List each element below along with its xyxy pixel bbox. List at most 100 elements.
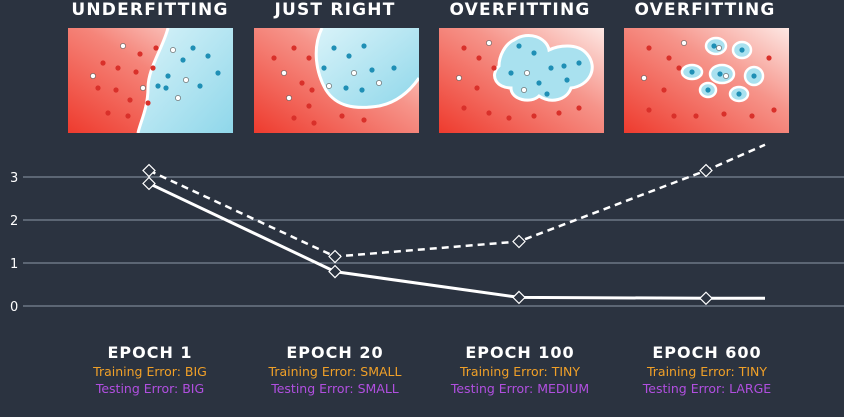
data-point [491,65,497,71]
data-point [544,91,550,97]
epoch-title: EPOCH 1 [107,343,193,362]
error-chart: 0 1 2 3 [10,143,844,315]
data-point [676,65,682,71]
testing-error-marker [142,163,156,178]
data-point [556,110,562,116]
underfitting-thumbnail [68,28,233,133]
data-point [736,91,742,97]
data-point [548,65,554,71]
data-point [153,45,159,51]
data-point [137,51,143,57]
training-error-label: Training Error: BIG [93,364,207,379]
data-point [641,75,647,81]
data-point [339,113,345,119]
data-point [361,43,367,49]
data-point [717,71,723,77]
data-point [311,120,317,126]
data-point [693,113,699,119]
data-point [671,113,677,119]
data-point [271,55,277,61]
data-point [309,87,315,93]
training-error-marker [699,291,713,306]
epoch-title: EPOCH 100 [465,343,575,362]
data-point [190,45,196,51]
epoch-label-600: EPOCH 600 Training Error: TINY Testing E… [607,343,807,397]
testing-error-line [148,143,766,258]
panel-title-underfitting: UNDERFITTING [71,0,229,20]
data-point [689,69,695,75]
data-point [197,83,203,89]
data-point [486,110,492,116]
just-right-thumbnail [254,28,419,133]
data-point [474,85,480,91]
data-point [215,70,221,76]
epoch-label-1: EPOCH 1 Training Error: BIG Testing Erro… [50,343,250,397]
series-lines [148,143,766,300]
data-point [165,73,171,79]
data-point [125,113,131,119]
data-point [766,55,772,61]
data-point [576,60,582,66]
data-point [646,107,652,113]
data-point [291,45,297,51]
testing-error-label: Testing Error: LARGE [642,381,772,396]
testing-error-marker [328,249,342,264]
data-point [456,75,462,81]
gridlines [23,176,844,307]
data-point [721,111,727,117]
epoch-label-100: EPOCH 100 Training Error: TINY Testing E… [420,343,620,397]
data-point [127,97,133,103]
data-point [115,65,121,71]
data-point [351,70,357,76]
testing-error-label: Testing Error: MEDIUM [450,381,590,396]
testing-error-label: Testing Error: SMALL [271,381,399,396]
data-point [486,40,492,46]
data-point [291,115,297,121]
data-point [359,87,365,93]
training-error-label: Training Error: SMALL [268,364,402,379]
data-point [561,63,567,69]
data-markers [142,163,713,306]
data-point [369,67,375,73]
data-point [183,77,189,83]
data-point [120,43,126,49]
data-point [306,55,312,61]
data-point [163,85,169,91]
data-point [140,85,146,91]
epoch-label-20: EPOCH 20 Training Error: SMALL Testing E… [235,343,435,397]
training-error-line [148,182,765,300]
panel-title-overfitting-2: OVERFITTING [634,0,776,20]
data-point [536,80,542,86]
data-point [299,80,305,86]
data-point [100,60,106,66]
data-point [133,69,139,75]
data-point [461,45,467,51]
overfitting-thumbnail-1 [439,28,604,133]
data-point [771,107,777,113]
data-point [306,103,312,109]
y-tick-label: 1 [10,257,18,272]
data-point [286,95,292,101]
data-point [711,43,717,49]
y-tick-labels: 0 1 2 3 [10,171,18,315]
data-point [205,53,211,59]
data-point [145,100,151,106]
data-point [476,55,482,61]
data-point [716,45,722,51]
data-point [95,85,101,91]
data-point [326,83,332,89]
data-point [331,45,337,51]
data-point [170,47,176,53]
testing-error-marker [699,163,713,178]
training-error-marker [142,176,156,191]
testing-error-label: Testing Error: BIG [95,381,205,396]
data-point [105,110,111,116]
data-point [661,87,667,93]
data-point [739,47,745,53]
data-point [666,55,672,61]
data-point [751,73,757,79]
data-point [723,73,729,79]
data-point [576,105,582,111]
data-point [705,87,711,93]
data-point [524,70,530,76]
